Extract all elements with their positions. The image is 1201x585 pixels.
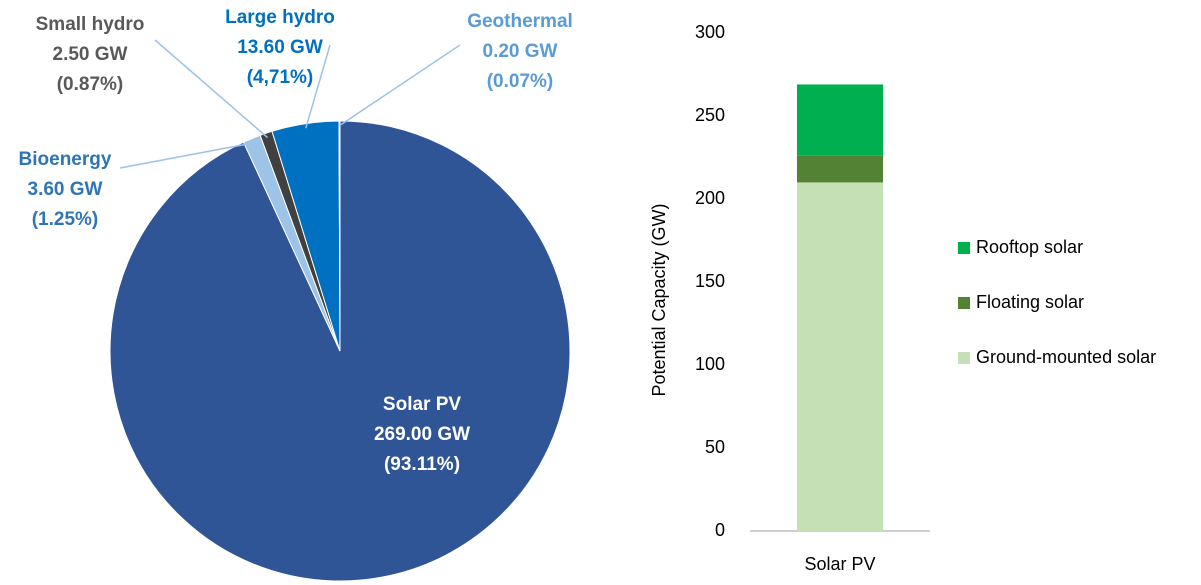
- legend-label: Floating solar: [976, 292, 1084, 312]
- y-tick-label: 300: [695, 22, 725, 42]
- legend-label: Ground-mounted solar: [976, 347, 1156, 367]
- y-axis-label: Potential Capacity (GW): [649, 203, 669, 396]
- y-tick-label: 100: [695, 354, 725, 374]
- x-tick-label: Solar PV: [804, 554, 875, 574]
- y-tick-label: 0: [715, 520, 725, 540]
- slice-percent-label: (0.87%): [57, 74, 124, 95]
- slice-label: Small hydro: [36, 14, 145, 35]
- leader-line: [339, 44, 461, 127]
- leader-line: [305, 44, 331, 129]
- bar-segment: [797, 155, 883, 183]
- pie-slice: [109, 120, 571, 582]
- y-tick-label: 50: [705, 437, 725, 457]
- slice-percent-label: (0.07%): [487, 71, 554, 92]
- y-tick-label: 250: [695, 105, 725, 125]
- y-tick-label: 150: [695, 271, 725, 291]
- slice-percent-label: (4,71%): [247, 67, 314, 88]
- slice-value-label: 3.60 GW: [28, 179, 103, 200]
- legend-label: Rooftop solar: [976, 237, 1083, 257]
- slice-value-label: 269.00 GW: [374, 424, 470, 445]
- slice-value-label: 13.60 GW: [237, 37, 323, 58]
- legend-swatch: [958, 352, 970, 364]
- slice-label: Solar PV: [383, 394, 461, 415]
- slice-label: Large hydro: [225, 7, 335, 28]
- leader-line: [119, 142, 254, 169]
- legend-swatch: [958, 242, 970, 254]
- slice-label: Geothermal: [467, 11, 573, 32]
- y-tick-label: 200: [695, 188, 725, 208]
- slice-percent-label: (1.25%): [32, 209, 99, 230]
- slice-label: Bioenergy: [19, 149, 112, 170]
- slice-value-label: 0.20 GW: [483, 41, 558, 62]
- pie-slice: [338, 120, 341, 352]
- legend-swatch: [958, 297, 970, 309]
- slice-value-label: 2.50 GW: [53, 44, 128, 65]
- bar-segment: [797, 84, 883, 156]
- slice-percent-label: (93.11%): [384, 454, 460, 475]
- bar-segment: [797, 182, 883, 531]
- leader-line: [154, 39, 269, 139]
